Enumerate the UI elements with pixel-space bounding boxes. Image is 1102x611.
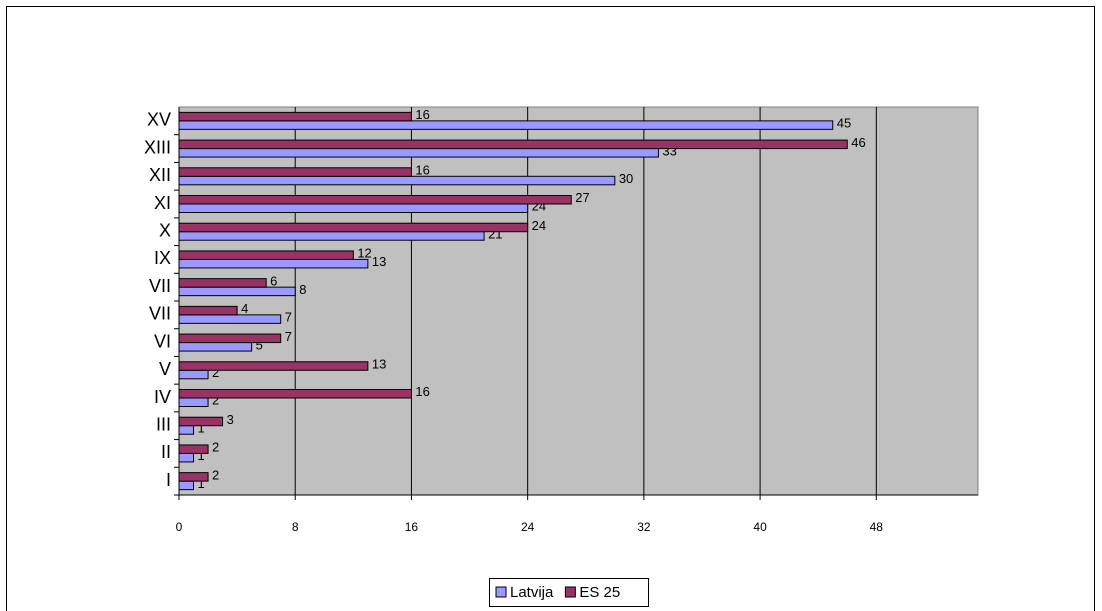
data-label: 13 bbox=[372, 356, 386, 371]
bar bbox=[178, 416, 224, 427]
bar bbox=[178, 250, 354, 260]
bar bbox=[178, 444, 209, 454]
data-label: 2 bbox=[212, 440, 219, 455]
data-label: 1 bbox=[198, 448, 205, 463]
bar bbox=[178, 222, 529, 233]
bar bbox=[178, 333, 282, 344]
plot-area bbox=[178, 106, 979, 496]
bar bbox=[178, 397, 209, 407]
data-label: 16 bbox=[415, 162, 429, 177]
data-label: 13 bbox=[372, 254, 386, 269]
x-tick-label: 48 bbox=[870, 520, 884, 534]
y-tick-label: IX bbox=[154, 248, 171, 268]
data-label: 16 bbox=[415, 107, 429, 122]
y-tick-label: VII bbox=[149, 276, 171, 296]
bar bbox=[178, 480, 195, 491]
bar bbox=[178, 472, 209, 482]
bar bbox=[178, 195, 572, 205]
data-label: 1 bbox=[198, 476, 205, 491]
data-label: 7 bbox=[285, 329, 292, 344]
data-label: 8 bbox=[299, 282, 306, 297]
x-tick-label: 16 bbox=[405, 520, 419, 534]
data-label: 6 bbox=[270, 273, 277, 288]
data-label: 4 bbox=[241, 301, 248, 316]
x-tick-label: 0 bbox=[176, 520, 183, 534]
y-tick-label: XI bbox=[154, 193, 171, 213]
bar bbox=[178, 203, 529, 213]
x-tick-label: 8 bbox=[292, 520, 299, 534]
data-label: 16 bbox=[415, 384, 429, 399]
bar bbox=[178, 369, 209, 380]
x-tick-label: 40 bbox=[753, 520, 767, 534]
y-tick-label: V bbox=[159, 359, 171, 379]
bar bbox=[178, 258, 369, 269]
bar bbox=[178, 452, 195, 463]
y-tick-label: IV bbox=[154, 387, 171, 407]
data-label: 2 bbox=[212, 393, 219, 408]
bar bbox=[178, 231, 485, 241]
bar bbox=[178, 389, 412, 399]
y-tick-label: XII bbox=[149, 165, 171, 185]
data-label: 7 bbox=[285, 310, 292, 325]
data-label: 2 bbox=[212, 467, 219, 482]
y-tick-label: III bbox=[156, 414, 171, 434]
y-tick-label: I bbox=[166, 470, 171, 490]
data-label: 27 bbox=[575, 190, 589, 205]
bar bbox=[178, 278, 267, 288]
x-tick-label: 32 bbox=[637, 520, 651, 534]
bar bbox=[178, 148, 659, 158]
legend-label: ES 25 bbox=[579, 584, 620, 601]
data-label: 3 bbox=[227, 412, 234, 427]
data-label: 24 bbox=[532, 218, 546, 233]
y-tick-label: VI bbox=[154, 331, 171, 351]
legend-label: Latvija bbox=[510, 584, 554, 601]
bar bbox=[178, 120, 834, 130]
bar bbox=[178, 314, 282, 324]
bar bbox=[178, 342, 253, 352]
bar bbox=[178, 286, 296, 297]
bar bbox=[178, 361, 369, 371]
bar bbox=[178, 111, 412, 122]
y-tick-label: X bbox=[159, 220, 171, 240]
data-label: 5 bbox=[256, 337, 263, 352]
bar bbox=[178, 175, 616, 186]
legend-swatch bbox=[564, 586, 576, 598]
bar bbox=[178, 167, 412, 177]
y-tick-label: II bbox=[161, 442, 171, 462]
data-label: 30 bbox=[619, 171, 633, 186]
data-label: 12 bbox=[357, 246, 371, 261]
data-label: 45 bbox=[837, 116, 851, 131]
data-label: 46 bbox=[851, 135, 865, 150]
y-tick-label: VII bbox=[149, 304, 171, 324]
y-tick-label: XIII bbox=[144, 137, 171, 157]
bar bbox=[178, 425, 195, 435]
x-tick-label: 24 bbox=[521, 520, 535, 534]
data-label: 2 bbox=[212, 365, 219, 380]
legend-swatch bbox=[495, 586, 507, 598]
data-label: 1 bbox=[198, 420, 205, 435]
bar bbox=[178, 139, 848, 150]
y-tick-label: XV bbox=[147, 110, 171, 130]
bar bbox=[178, 305, 238, 316]
